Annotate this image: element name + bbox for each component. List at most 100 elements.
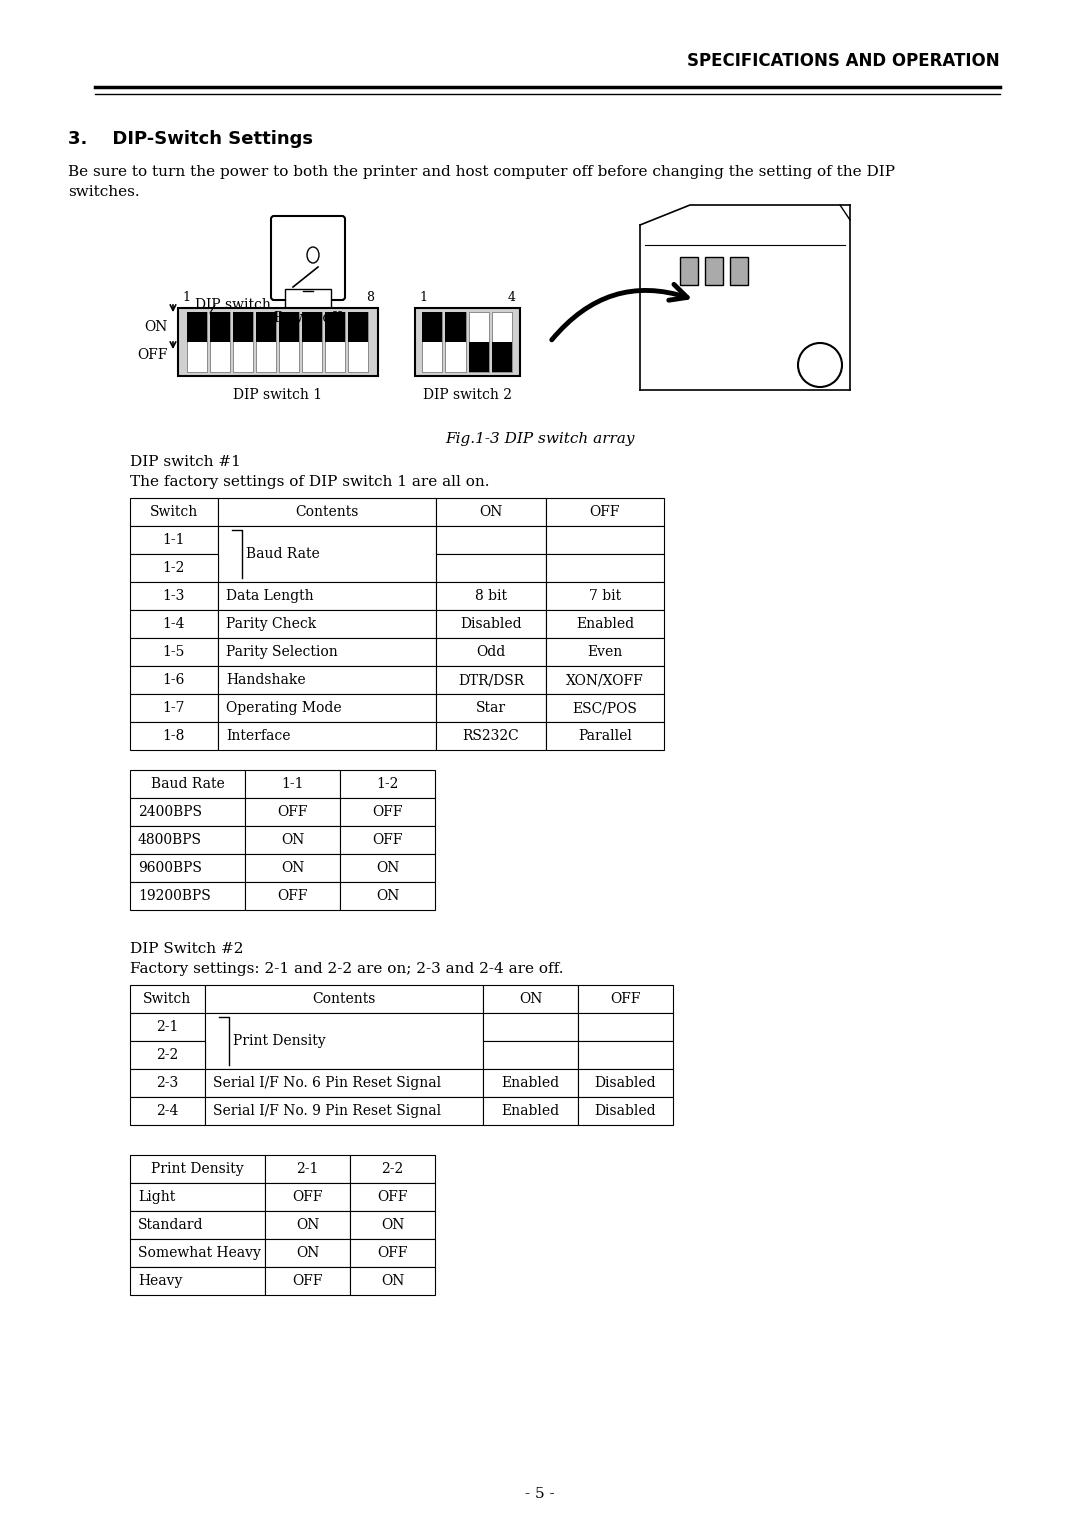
Bar bbox=[546, 666, 664, 694]
Bar bbox=[348, 312, 368, 371]
Text: Even: Even bbox=[588, 645, 623, 659]
Text: Light: Light bbox=[138, 1190, 175, 1204]
Bar bbox=[436, 555, 546, 582]
Text: Baud Rate: Baud Rate bbox=[150, 778, 225, 792]
Bar bbox=[483, 986, 578, 1013]
Text: Somewhat Heavy: Somewhat Heavy bbox=[138, 1245, 261, 1261]
Text: - 5 -: - 5 - bbox=[525, 1487, 555, 1500]
Text: DIP switch 1: DIP switch 1 bbox=[233, 388, 323, 402]
Text: ON: ON bbox=[381, 1218, 404, 1232]
Bar bbox=[130, 854, 245, 882]
Bar bbox=[279, 312, 299, 371]
Bar bbox=[469, 312, 489, 371]
Text: 1-1: 1-1 bbox=[281, 778, 303, 792]
Bar bbox=[130, 882, 245, 911]
Text: OFF: OFF bbox=[373, 805, 403, 819]
Text: Switch: Switch bbox=[144, 992, 191, 1005]
Bar bbox=[130, 1212, 265, 1239]
Bar bbox=[436, 582, 546, 610]
Text: 2-1: 2-1 bbox=[296, 1161, 319, 1177]
Text: Operating Mode: Operating Mode bbox=[226, 701, 341, 715]
Bar bbox=[130, 1013, 205, 1041]
Bar bbox=[130, 1041, 205, 1070]
Bar bbox=[130, 723, 218, 750]
Bar bbox=[130, 1070, 205, 1097]
Text: 1: 1 bbox=[419, 290, 427, 304]
Bar bbox=[279, 312, 299, 342]
Text: 1-3: 1-3 bbox=[163, 588, 185, 604]
Text: Disabled: Disabled bbox=[460, 617, 522, 631]
Text: 1-2: 1-2 bbox=[163, 561, 185, 575]
Bar bbox=[130, 498, 218, 526]
Text: 2-3: 2-3 bbox=[157, 1076, 178, 1089]
Bar bbox=[285, 289, 330, 339]
Text: Parity Check: Parity Check bbox=[226, 617, 316, 631]
Bar bbox=[350, 1267, 435, 1296]
Text: 19200BPS: 19200BPS bbox=[138, 889, 211, 903]
Text: ON: ON bbox=[376, 889, 400, 903]
Text: Enabled: Enabled bbox=[576, 617, 634, 631]
Text: Baud Rate: Baud Rate bbox=[246, 547, 320, 561]
Text: XON/XOFF: XON/XOFF bbox=[566, 672, 644, 688]
Text: 1-7: 1-7 bbox=[163, 701, 186, 715]
Bar bbox=[680, 257, 698, 286]
Bar bbox=[205, 1070, 483, 1097]
Bar bbox=[130, 798, 245, 827]
Text: switches.: switches. bbox=[68, 185, 139, 199]
Bar bbox=[205, 986, 483, 1013]
Text: 1-4: 1-4 bbox=[163, 617, 186, 631]
Bar bbox=[546, 526, 664, 555]
Bar bbox=[130, 694, 218, 723]
Bar bbox=[130, 1267, 265, 1296]
Bar bbox=[245, 798, 340, 827]
Bar bbox=[445, 312, 465, 371]
Bar bbox=[436, 498, 546, 526]
Text: ON: ON bbox=[296, 1218, 320, 1232]
Text: 8: 8 bbox=[366, 290, 374, 304]
Bar bbox=[218, 666, 436, 694]
Bar bbox=[130, 610, 218, 639]
Text: Handshake: Handshake bbox=[226, 672, 306, 688]
Text: Parity Selection: Parity Selection bbox=[226, 645, 338, 659]
Text: ON: ON bbox=[381, 1274, 404, 1288]
Bar bbox=[187, 312, 207, 342]
Bar bbox=[436, 639, 546, 666]
Bar bbox=[546, 723, 664, 750]
Bar bbox=[705, 257, 723, 286]
Bar bbox=[436, 666, 546, 694]
Text: ON: ON bbox=[281, 833, 305, 847]
Text: Interface: Interface bbox=[226, 729, 291, 743]
Bar bbox=[422, 312, 442, 342]
Bar bbox=[302, 312, 322, 371]
Bar bbox=[350, 1239, 435, 1267]
Text: 8 bit: 8 bit bbox=[475, 588, 507, 604]
Text: OFF: OFF bbox=[610, 992, 640, 1005]
Bar bbox=[245, 770, 340, 798]
Text: 4800BPS: 4800BPS bbox=[138, 833, 202, 847]
Bar bbox=[483, 1041, 578, 1070]
Text: DIP switch 2: DIP switch 2 bbox=[423, 388, 512, 402]
Bar bbox=[265, 1155, 350, 1183]
Bar bbox=[218, 498, 436, 526]
Bar bbox=[415, 309, 519, 376]
Text: OFF: OFF bbox=[278, 889, 308, 903]
Text: Odd: Odd bbox=[476, 645, 505, 659]
Bar bbox=[256, 312, 276, 371]
Bar bbox=[483, 1070, 578, 1097]
Bar bbox=[130, 770, 245, 798]
Text: Enabled: Enabled bbox=[501, 1076, 559, 1089]
Text: 2-4: 2-4 bbox=[157, 1105, 178, 1118]
Bar bbox=[350, 1183, 435, 1212]
Bar bbox=[302, 312, 322, 342]
Text: RS232C: RS232C bbox=[462, 729, 519, 743]
Bar bbox=[130, 827, 245, 854]
Text: OFF: OFF bbox=[278, 805, 308, 819]
Text: Heavy: Heavy bbox=[138, 1274, 183, 1288]
Bar bbox=[218, 526, 436, 582]
Text: OFF: OFF bbox=[373, 833, 403, 847]
Text: Factory settings: 2-1 and 2-2 are on; 2-3 and 2-4 are off.: Factory settings: 2-1 and 2-2 are on; 2-… bbox=[130, 963, 564, 976]
Bar bbox=[491, 312, 512, 371]
Text: ON: ON bbox=[480, 504, 502, 520]
Bar bbox=[483, 1097, 578, 1125]
Text: Print Density: Print Density bbox=[151, 1161, 244, 1177]
